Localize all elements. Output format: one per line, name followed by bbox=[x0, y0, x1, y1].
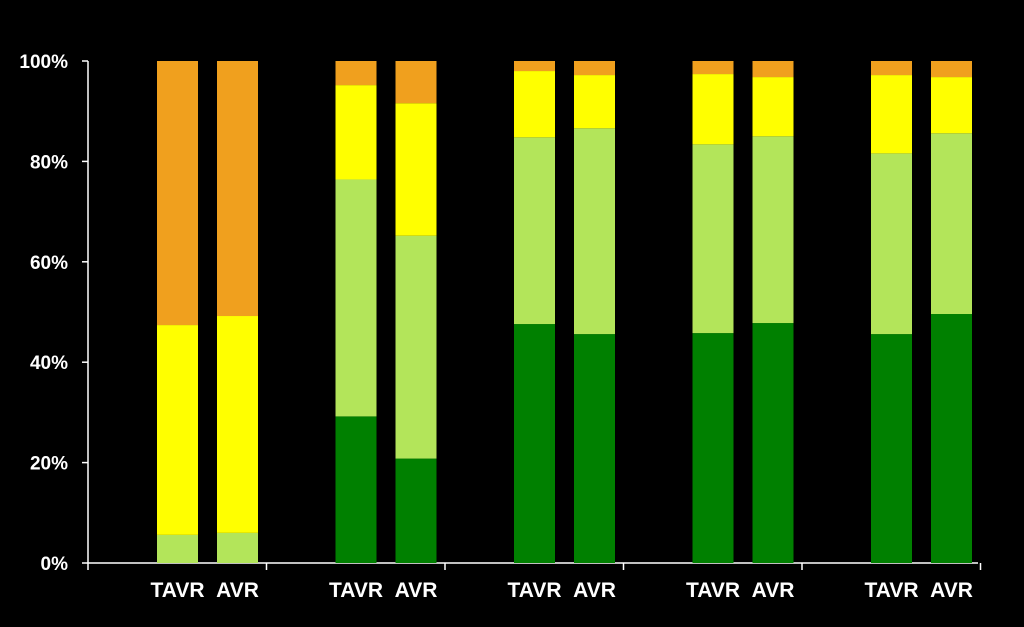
bar-segment-4 bbox=[514, 61, 555, 72]
x-category-label: TAVR bbox=[507, 579, 561, 602]
bar-segment-3 bbox=[157, 325, 198, 535]
y-tick-label: 60% bbox=[30, 253, 68, 274]
bar-stack-layer bbox=[157, 61, 972, 563]
bar-segment-3 bbox=[335, 85, 377, 180]
x-axis bbox=[87, 562, 982, 570]
bar-segment-4 bbox=[395, 61, 437, 104]
x-category-label: TAVR bbox=[150, 579, 204, 602]
y-tick-label: 20% bbox=[30, 454, 68, 475]
x-category-label: AVR bbox=[216, 579, 259, 602]
bar-segment-2 bbox=[692, 144, 734, 334]
bar-segment-2 bbox=[931, 133, 972, 315]
x-category-label: AVR bbox=[752, 579, 795, 602]
bar-segment-4 bbox=[931, 61, 972, 78]
bar-segment-2 bbox=[217, 532, 258, 563]
bar-segment-3 bbox=[871, 75, 912, 154]
bar-segment-4 bbox=[574, 61, 615, 76]
bar-segment-3 bbox=[514, 71, 555, 138]
bar-segment-4 bbox=[752, 61, 794, 78]
x-category-label: AVR bbox=[930, 579, 973, 602]
bar-segment-2 bbox=[574, 128, 615, 335]
bar-segment-1 bbox=[752, 323, 794, 563]
bar-segment-3 bbox=[395, 103, 437, 236]
bar-segment-4 bbox=[217, 61, 258, 317]
bar-segment-3 bbox=[217, 316, 258, 533]
bar-segment-3 bbox=[692, 74, 734, 145]
y-axis: 0% 20% 40% 60% 80% 100% bbox=[19, 52, 89, 575]
bar-segment-3 bbox=[752, 77, 794, 137]
x-category-label: TAVR bbox=[864, 579, 918, 602]
bar-segment-1 bbox=[574, 334, 615, 563]
bar-segment-2 bbox=[752, 136, 794, 324]
bar-segment-1 bbox=[931, 314, 972, 563]
bar-segment-2 bbox=[157, 534, 198, 563]
bar-segment-1 bbox=[871, 334, 912, 563]
bar-segment-4 bbox=[692, 61, 734, 75]
bar-segment-1 bbox=[395, 458, 437, 563]
x-category-label: TAVR bbox=[329, 579, 383, 602]
bar-segment-1 bbox=[335, 416, 377, 563]
y-tick-label: 0% bbox=[41, 554, 69, 575]
x-category-label: AVR bbox=[395, 579, 438, 602]
x-category-label: TAVR bbox=[686, 579, 740, 602]
bar-segment-2 bbox=[514, 137, 555, 325]
x-category-label: AVR bbox=[573, 579, 616, 602]
bar-segment-3 bbox=[574, 75, 615, 129]
bar-segment-1 bbox=[692, 333, 734, 563]
category-labels: TAVR AVR TAVR AVR TAVR AVR TAVR AVR TAVR AVR bbox=[150, 579, 972, 602]
bar-segment-2 bbox=[871, 153, 912, 335]
y-tick-label: 80% bbox=[30, 152, 68, 173]
bar-segment-4 bbox=[871, 61, 912, 76]
y-tick-label: 40% bbox=[30, 353, 68, 374]
bar-segment-4 bbox=[335, 61, 377, 86]
bar-segment-2 bbox=[335, 179, 377, 417]
bar-segment-3 bbox=[931, 77, 972, 134]
bar-segment-2 bbox=[395, 235, 437, 459]
bar-segment-1 bbox=[514, 324, 555, 563]
bar-segment-4 bbox=[157, 61, 198, 326]
y-tick-label: 100% bbox=[19, 52, 68, 73]
